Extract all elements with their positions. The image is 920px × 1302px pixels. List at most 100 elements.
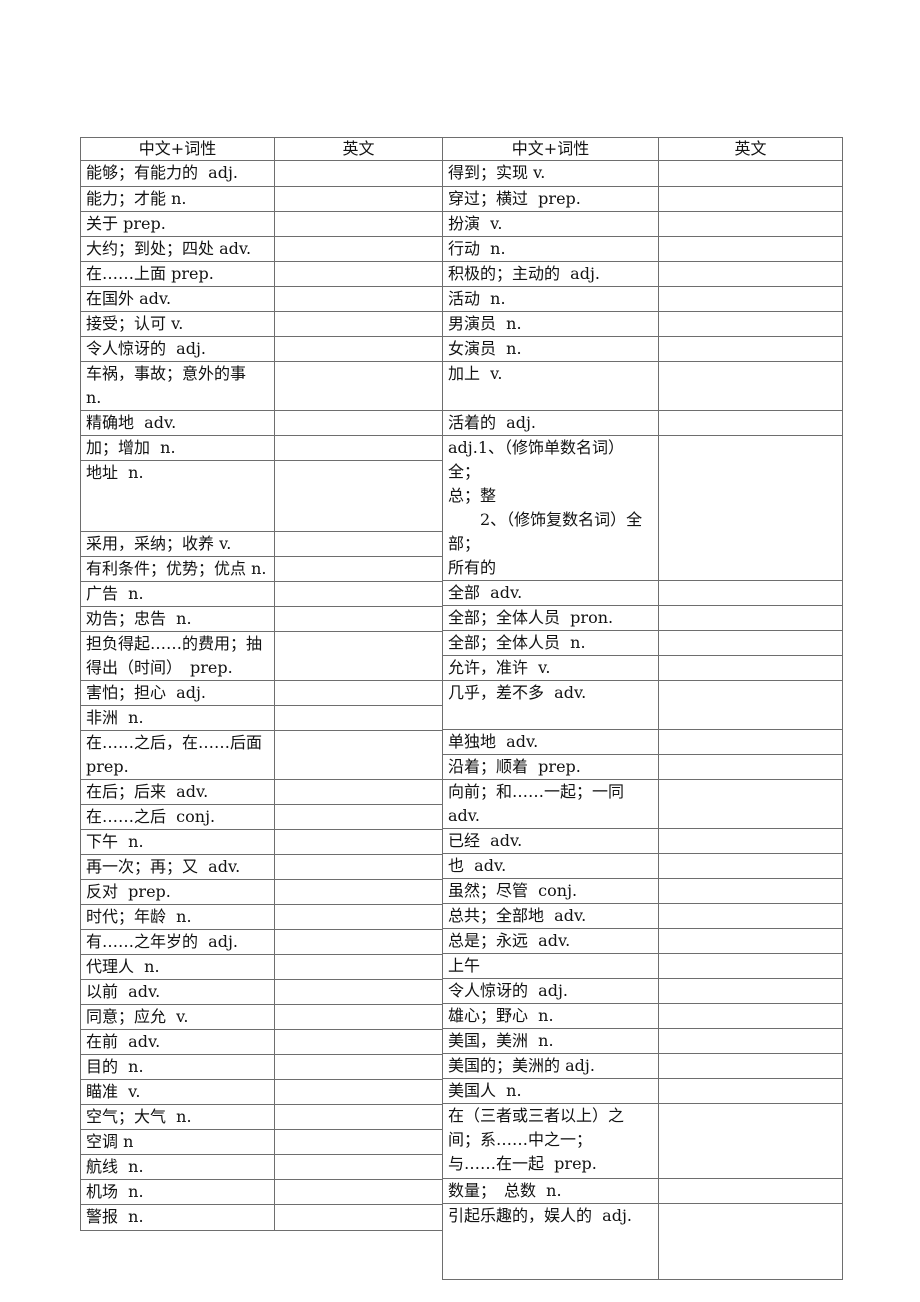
chinese-term-cell: 总是；永远 adv. [442,928,659,954]
english-answer-cell[interactable] [274,1079,443,1105]
english-answer-cell[interactable] [274,1204,443,1231]
english-answer-cell[interactable] [274,631,443,681]
english-answer-cell[interactable] [658,1028,843,1054]
chinese-term-cell: 接受；认可 v. [80,311,275,337]
english-answer-cell[interactable] [274,556,443,582]
english-answer-cell[interactable] [658,754,843,780]
english-answer-cell[interactable] [658,336,843,362]
vocab-row: 关于 prep. [80,211,443,237]
english-answer-cell[interactable] [658,311,843,337]
english-answer-cell[interactable] [658,630,843,656]
english-answer-cell[interactable] [658,1178,843,1204]
english-answer-cell[interactable] [658,1053,843,1079]
english-answer-cell[interactable] [274,1004,443,1030]
vocab-row: 雄心；野心 n. [442,1003,843,1029]
chinese-term-cell: 有……之年岁的 adj. [80,929,275,955]
english-answer-cell[interactable] [658,680,843,730]
chinese-term-cell: 目的 n. [80,1054,275,1080]
english-answer-cell[interactable] [274,606,443,632]
english-answer-cell[interactable] [274,581,443,607]
english-answer-cell[interactable] [658,236,843,262]
english-answer-cell[interactable] [274,531,443,557]
english-answer-cell[interactable] [274,929,443,955]
english-answer-cell[interactable] [274,954,443,980]
english-answer-cell[interactable] [274,186,443,212]
english-answer-cell[interactable] [274,1054,443,1080]
english-answer-cell[interactable] [274,410,443,436]
english-answer-cell[interactable] [658,1203,843,1280]
english-answer-cell[interactable] [658,580,843,606]
header-row: 中文+词性 英文 [80,137,443,161]
english-answer-cell[interactable] [658,1003,843,1029]
english-answer-cell[interactable] [274,979,443,1005]
english-answer-cell[interactable] [274,829,443,855]
english-answer-cell[interactable] [658,186,843,212]
english-answer-cell[interactable] [274,286,443,312]
chinese-term-cell: 令人惊讶的 adj. [442,978,659,1004]
english-answer-cell[interactable] [274,336,443,362]
vocab-row: 引起乐趣的，娱人的 adj. [442,1203,843,1280]
english-answer-cell[interactable] [274,261,443,287]
english-answer-cell[interactable] [658,779,843,829]
vocab-row: 再一次；再；又 adv. [80,854,443,880]
english-answer-cell[interactable] [274,211,443,237]
english-answer-cell[interactable] [274,904,443,930]
chinese-term-cell: 有利条件；优势；优点 n. [80,556,275,582]
chinese-term-cell: 引起乐趣的，娱人的 adj. [442,1203,659,1280]
chinese-term-cell: 穿过；横过 prep. [442,186,659,212]
english-answer-cell[interactable] [274,1154,443,1180]
chinese-term-cell: 已经 adv. [442,828,659,854]
english-answer-cell[interactable] [658,828,843,854]
english-answer-cell[interactable] [274,854,443,880]
vocab-row: 女演员 n. [442,336,843,362]
english-answer-cell[interactable] [658,853,843,879]
english-answer-cell[interactable] [658,605,843,631]
english-answer-cell[interactable] [658,1103,843,1179]
chinese-term-cell: 在前 adv. [80,1029,275,1055]
chinese-term-cell: 能力；才能 n. [80,186,275,212]
header-chinese-pos: 中文+词性 [80,137,275,161]
chinese-term-cell: 扮演 v. [442,211,659,237]
english-answer-cell[interactable] [658,953,843,979]
english-answer-cell[interactable] [274,311,443,337]
english-answer-cell[interactable] [658,978,843,1004]
english-answer-cell[interactable] [658,160,843,187]
english-answer-cell[interactable] [658,435,843,581]
english-answer-cell[interactable] [658,928,843,954]
vocab-row: 空调 n [80,1129,443,1155]
english-answer-cell[interactable] [658,261,843,287]
english-answer-cell[interactable] [658,410,843,436]
english-answer-cell[interactable] [274,804,443,830]
english-answer-cell[interactable] [658,878,843,904]
english-answer-cell[interactable] [658,211,843,237]
english-answer-cell[interactable] [274,160,443,187]
english-answer-cell[interactable] [658,903,843,929]
chinese-term-cell: 雄心；野心 n. [442,1003,659,1029]
vocab-row: 大约；到处；四处 adv. [80,236,443,262]
english-answer-cell[interactable] [274,361,443,411]
vocab-row: 美国的；美洲的 adj. [442,1053,843,1079]
english-answer-cell[interactable] [274,779,443,805]
english-answer-cell[interactable] [658,361,843,411]
chinese-term-cell: 地址 n. [80,460,275,532]
english-answer-cell[interactable] [274,460,443,532]
english-answer-cell[interactable] [274,879,443,905]
english-answer-cell[interactable] [658,1078,843,1104]
english-answer-cell[interactable] [274,1104,443,1130]
english-answer-cell[interactable] [274,680,443,706]
english-answer-cell[interactable] [274,1029,443,1055]
vocab-row: 活动 n. [442,286,843,312]
english-answer-cell[interactable] [274,1129,443,1155]
english-answer-cell[interactable] [658,729,843,755]
chinese-term-cell: 精确地 adv. [80,410,275,436]
chinese-term-cell: 数量； 总数 n. [442,1178,659,1204]
english-answer-cell[interactable] [658,286,843,312]
english-answer-cell[interactable] [274,236,443,262]
vocab-row: 采用，采纳；收养 v. [80,531,443,557]
english-answer-cell[interactable] [274,730,443,780]
chinese-term-cell: 沿着；顺着 prep. [442,754,659,780]
english-answer-cell[interactable] [274,705,443,731]
english-answer-cell[interactable] [658,655,843,681]
english-answer-cell[interactable] [274,435,443,461]
english-answer-cell[interactable] [274,1179,443,1205]
